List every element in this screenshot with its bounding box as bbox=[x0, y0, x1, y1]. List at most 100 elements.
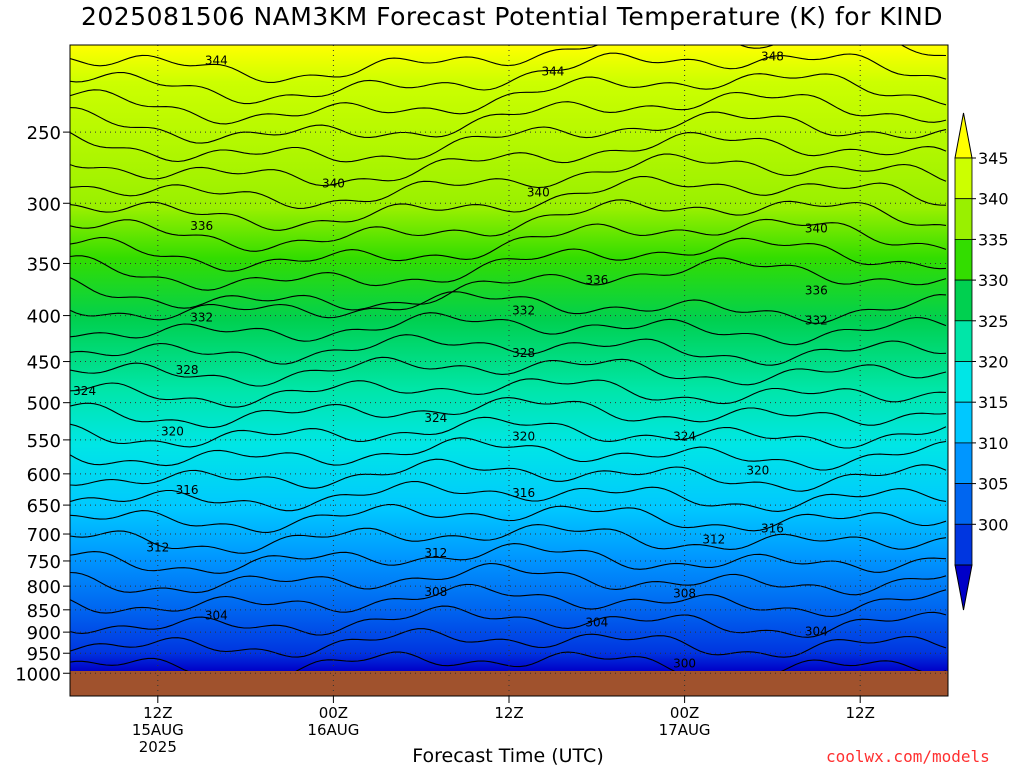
x-tick-label: 00Z bbox=[319, 704, 348, 722]
isentrope-line bbox=[70, 524, 947, 554]
contour-label: 328 bbox=[512, 346, 535, 360]
isentrope-line bbox=[70, 458, 947, 492]
grid-lines bbox=[70, 45, 948, 696]
colorbar-box bbox=[954, 238, 973, 281]
y-tick-label: 900 bbox=[27, 623, 61, 644]
contour-label: 300 bbox=[673, 656, 696, 670]
contour-label: 312 bbox=[702, 533, 725, 547]
credit-link[interactable]: coolwx.com/models bbox=[826, 747, 990, 766]
isentrope-line bbox=[70, 132, 947, 187]
contour-label: 336 bbox=[805, 283, 828, 297]
contour-label: 320 bbox=[161, 424, 184, 438]
isentrope-line bbox=[70, 257, 947, 311]
colorbar-label: 330 bbox=[978, 271, 1009, 290]
x-tick-label: 16AUG bbox=[307, 721, 359, 739]
isentrope-line bbox=[70, 334, 947, 366]
contour-label: 328 bbox=[176, 363, 199, 377]
contour-label: 316 bbox=[512, 486, 535, 500]
y-tick-label: 500 bbox=[27, 394, 61, 415]
colorbar-box bbox=[954, 483, 973, 525]
x-tick-label: 17AUG bbox=[659, 721, 711, 739]
isentrope-line bbox=[70, 52, 947, 105]
y-tick-label: 350 bbox=[27, 254, 61, 275]
contour-label: 304 bbox=[805, 624, 828, 638]
colorbar-label: 340 bbox=[978, 190, 1009, 209]
isentrope-line bbox=[70, 111, 947, 163]
contour-label: 332 bbox=[190, 311, 213, 325]
isentrope-line bbox=[70, 45, 947, 83]
isentrope-line bbox=[70, 291, 947, 324]
colorbar-box bbox=[954, 198, 973, 240]
contour-label: 320 bbox=[512, 429, 535, 443]
contour-label: 308 bbox=[673, 586, 696, 600]
chart-title: 2025081506 NAM3KM Forecast Potential Tem… bbox=[80, 2, 944, 31]
contour-label: 348 bbox=[761, 50, 784, 64]
contour-label: 332 bbox=[805, 313, 828, 327]
y-tick-label: 850 bbox=[27, 601, 61, 622]
colorbar-box bbox=[954, 401, 973, 444]
isentrope-line bbox=[70, 480, 947, 512]
isentrope-line bbox=[70, 312, 947, 346]
contour-labels: 344 344 348 340 340 340 336 336 336 332 332 332 328 3… bbox=[73, 50, 828, 671]
contour-label: 324 bbox=[73, 384, 96, 398]
contour-label: 304 bbox=[585, 615, 608, 629]
y-tick-label: 700 bbox=[27, 525, 61, 546]
y-tick-label: 800 bbox=[27, 577, 61, 598]
y-tick-label: 550 bbox=[27, 431, 61, 452]
isentrope-line bbox=[70, 175, 947, 231]
y-tick-label: 750 bbox=[27, 552, 61, 573]
y-tick-label: 450 bbox=[27, 353, 61, 374]
isentrope-line bbox=[70, 91, 947, 144]
field-fill bbox=[70, 45, 948, 671]
contour-label: 340 bbox=[527, 186, 550, 200]
contour-label: 316 bbox=[176, 483, 199, 497]
x-tick-label: 15AUG bbox=[132, 721, 184, 739]
colorbar-label: 305 bbox=[978, 475, 1009, 494]
contour-label: 344 bbox=[541, 64, 564, 78]
y-tick-label: 250 bbox=[27, 123, 61, 144]
y-tick-label: 650 bbox=[27, 496, 61, 517]
contour-label: 340 bbox=[805, 221, 828, 235]
isentrope-line bbox=[70, 218, 947, 272]
pressure-axis: 2503003504004505005506006507007508008509… bbox=[15, 123, 70, 685]
colorbar-box bbox=[954, 361, 973, 403]
contour-label: 316 bbox=[761, 521, 784, 535]
colorbar-box bbox=[954, 442, 973, 484]
contour-label: 304 bbox=[205, 608, 228, 622]
contour-label: 324 bbox=[424, 411, 447, 425]
colorbar-label: 320 bbox=[978, 353, 1009, 372]
isentrope-line bbox=[70, 237, 947, 291]
contour-label: 344 bbox=[205, 53, 228, 67]
isentrope-line bbox=[70, 199, 947, 252]
x-tick-label: 12Z bbox=[494, 704, 523, 722]
x-tick-label: 00Z bbox=[670, 704, 699, 722]
colorbar-label: 325 bbox=[978, 312, 1009, 331]
contour-label: 336 bbox=[585, 273, 608, 287]
y-tick-label: 1000 bbox=[15, 664, 61, 685]
y-tick-label: 950 bbox=[27, 644, 61, 665]
y-tick-label: 300 bbox=[27, 194, 61, 215]
x-tick-label: 12Z bbox=[143, 704, 172, 722]
colorbar-min-arrow bbox=[954, 564, 973, 611]
y-tick-label: 600 bbox=[27, 465, 61, 486]
isentrope-line bbox=[70, 543, 947, 574]
isentrope-line bbox=[70, 605, 947, 638]
contour-label: 324 bbox=[673, 429, 696, 443]
isentrope-line bbox=[70, 356, 947, 387]
y-tick-label: 400 bbox=[27, 307, 61, 328]
isentrope-line bbox=[70, 562, 947, 596]
isentrope-line bbox=[70, 153, 947, 209]
contour-label: 320 bbox=[746, 464, 769, 478]
colorbar-box bbox=[954, 157, 973, 200]
colorbar: 345 340 335 330 325 320 315 310 305 300 bbox=[954, 112, 1009, 611]
colorbar-label: 335 bbox=[978, 230, 1009, 249]
isentrope-line bbox=[70, 651, 947, 671]
isentrope-line bbox=[70, 628, 947, 658]
contour-label: 312 bbox=[424, 546, 447, 560]
contour-label: 332 bbox=[512, 304, 535, 318]
colorbar-label: 300 bbox=[978, 515, 1009, 534]
contour-label: 340 bbox=[322, 176, 345, 190]
potential-temperature-field bbox=[70, 45, 948, 671]
